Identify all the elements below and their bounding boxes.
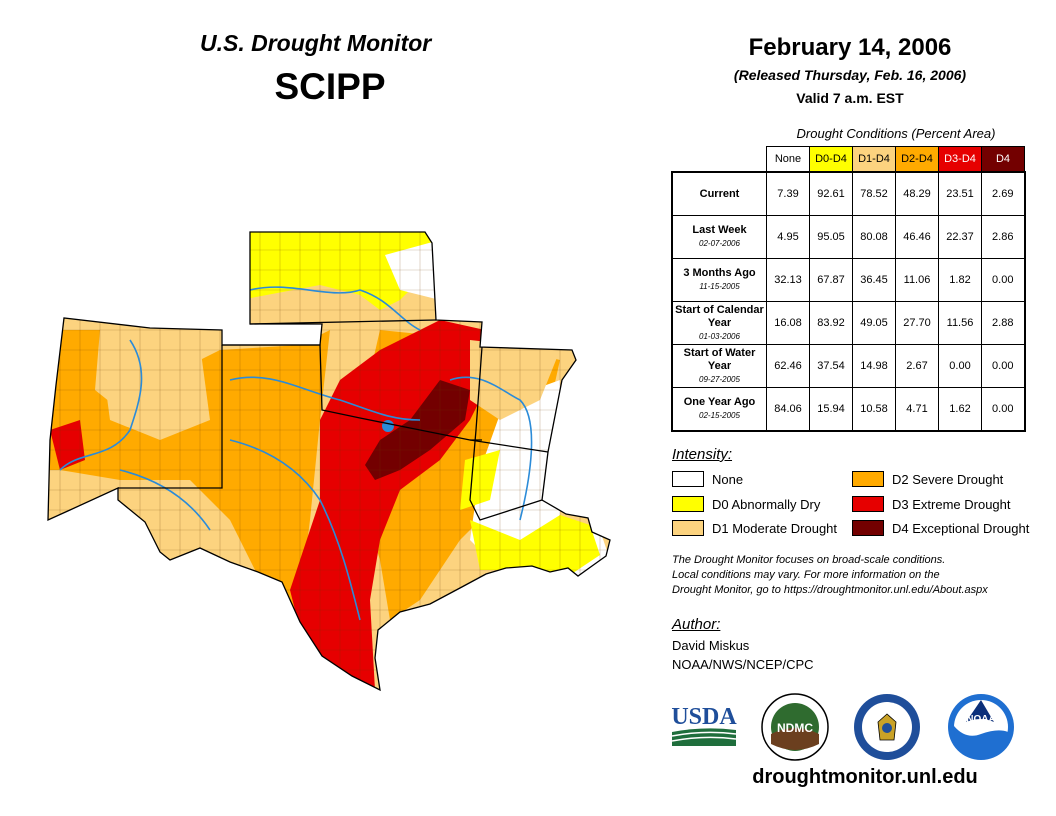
- legend-swatch-d1: [672, 520, 704, 536]
- table-row: 3 Months Ago 11-15-2005 32.13 67.87 36.45 11.…: [671, 258, 1026, 302]
- row-date: 11-15-2005: [699, 282, 740, 291]
- usda-logo: USDA: [671, 704, 737, 746]
- commerce-seal-logo: [854, 694, 920, 760]
- row-label: Start of Calendar Year 01-03-2006: [671, 301, 767, 345]
- row-label: Start of Water Year 09-27-2005: [671, 344, 767, 388]
- table-cell: 80.08: [852, 215, 896, 259]
- table-cell: 95.05: [809, 215, 853, 259]
- col-header-d1-d4: D1-D4: [852, 146, 896, 173]
- table-cell: 4.95: [766, 215, 810, 259]
- table-cell: 1.82: [938, 258, 982, 302]
- noaa-logo: NOAA: [948, 694, 1014, 760]
- legend-title: Intensity:: [672, 446, 733, 463]
- drought-map: [47, 231, 611, 692]
- legend-swatch-d2: [852, 471, 884, 487]
- legend-item-d0: D0 Abnormally Dry: [672, 496, 820, 512]
- svg-text:NOAA: NOAA: [966, 714, 995, 725]
- table-cell: 11.56: [938, 301, 982, 345]
- table-row: Last Week 02-07-2006 4.95 95.05 80.08 46.46 22…: [671, 215, 1026, 259]
- table-row: Start of Water Year 09-27-2005 62.46 37.54 1…: [671, 344, 1026, 388]
- col-header-d3-d4: D3-D4: [938, 146, 982, 173]
- released-date: (Released Thursday, Feb. 16, 2006): [733, 67, 967, 83]
- table-row: Current 7.39 92.61 78.52 48.29 23.51 2.69: [671, 171, 1026, 216]
- table-cell: 2.67: [895, 344, 939, 388]
- table-cell: 16.08: [766, 301, 810, 345]
- table-cell: 62.46: [766, 344, 810, 388]
- table-cell: 84.06: [766, 387, 810, 432]
- drought-conditions-table: None D0-D4 D1-D4 D2-D4 D3-D4 D4 Current 7…: [671, 146, 1026, 432]
- legend-swatch-none: [672, 471, 704, 487]
- region-title: SCIPP: [274, 66, 386, 107]
- table-title: Drought Conditions (Percent Area): [796, 126, 996, 141]
- row-date: 02-07-2006: [699, 239, 740, 248]
- table-cell: 22.37: [938, 215, 982, 259]
- table-cell: 0.00: [981, 344, 1026, 388]
- table-cell: 11.06: [895, 258, 939, 302]
- table-cell: 14.98: [852, 344, 896, 388]
- table-row: One Year Ago 02-15-2005 84.06 15.94 10.58 4.7…: [671, 387, 1026, 432]
- table-cell: 32.13: [766, 258, 810, 302]
- col-header-d0-d4: D0-D4: [809, 146, 853, 173]
- author-label: Author:: [672, 616, 721, 633]
- author-org: NOAA/NWS/NCEP/CPC: [672, 657, 814, 672]
- author-name: David Miskus: [672, 638, 750, 653]
- table-cell: 10.58: [852, 387, 896, 432]
- table-cell: 67.87: [809, 258, 853, 302]
- legend-item-none: None: [672, 471, 743, 487]
- legend-swatch-d4: [852, 520, 884, 536]
- col-header-d4: D4: [981, 146, 1025, 173]
- table-cell: 27.70: [895, 301, 939, 345]
- table-cell: 7.39: [766, 171, 810, 216]
- table-cell: 2.69: [981, 171, 1026, 216]
- table-cell: 15.94: [809, 387, 853, 432]
- row-label: Current: [671, 171, 767, 216]
- col-header-none: None: [766, 146, 810, 173]
- legend-item-d4: D4 Exceptional Drought: [852, 520, 1029, 536]
- monitor-title: U.S. Drought Monitor: [200, 30, 432, 56]
- website-url[interactable]: droughtmonitor.unl.edu: [752, 766, 978, 788]
- table-header-row: None D0-D4 D1-D4 D2-D4 D3-D4 D4: [672, 146, 1025, 173]
- table-cell: 4.71: [895, 387, 939, 432]
- svg-text:USDA: USDA: [671, 704, 737, 730]
- legend-item-d1: D1 Moderate Drought: [672, 520, 837, 536]
- svg-text:NDMC: NDMC: [777, 721, 813, 735]
- table-cell: 2.86: [981, 215, 1026, 259]
- col-header-d2-d4: D2-D4: [895, 146, 939, 173]
- table-cell: 92.61: [809, 171, 853, 216]
- legend-item-d2: D2 Severe Drought: [852, 471, 1003, 487]
- ndmc-logo: NDMC: [761, 693, 829, 761]
- map-date: February 14, 2006: [748, 34, 952, 61]
- table-cell: 0.00: [981, 258, 1026, 302]
- row-label: One Year Ago 02-15-2005: [671, 387, 767, 432]
- row-label: 3 Months Ago 11-15-2005: [671, 258, 767, 302]
- table-cell: 23.51: [938, 171, 982, 216]
- table-row: Start of Calendar Year 01-03-2006 16.08 83.…: [671, 301, 1026, 345]
- legend-swatch-d0: [672, 496, 704, 512]
- table-cell: 0.00: [981, 387, 1026, 432]
- valid-time: Valid 7 a.m. EST: [796, 90, 904, 106]
- table-cell: 78.52: [852, 171, 896, 216]
- legend-item-d3: D3 Extreme Drought: [852, 496, 1011, 512]
- row-date: 02-15-2005: [699, 411, 740, 420]
- table-cell: 1.62: [938, 387, 982, 432]
- disclaimer-note: The Drought Monitor focuses on broad-sca…: [672, 554, 988, 596]
- table-cell: 36.45: [852, 258, 896, 302]
- table-cell: 48.29: [895, 171, 939, 216]
- row-date: 09-27-2005: [699, 374, 740, 384]
- table-cell: 83.92: [809, 301, 853, 345]
- table-cell: 46.46: [895, 215, 939, 259]
- table-cell: 2.88: [981, 301, 1026, 345]
- legend-swatch-d3: [852, 496, 884, 512]
- row-date: 01-03-2006: [699, 331, 740, 341]
- row-label: Last Week 02-07-2006: [671, 215, 767, 259]
- table-cell: 37.54: [809, 344, 853, 388]
- table-cell: 49.05: [852, 301, 896, 345]
- table-cell: 0.00: [938, 344, 982, 388]
